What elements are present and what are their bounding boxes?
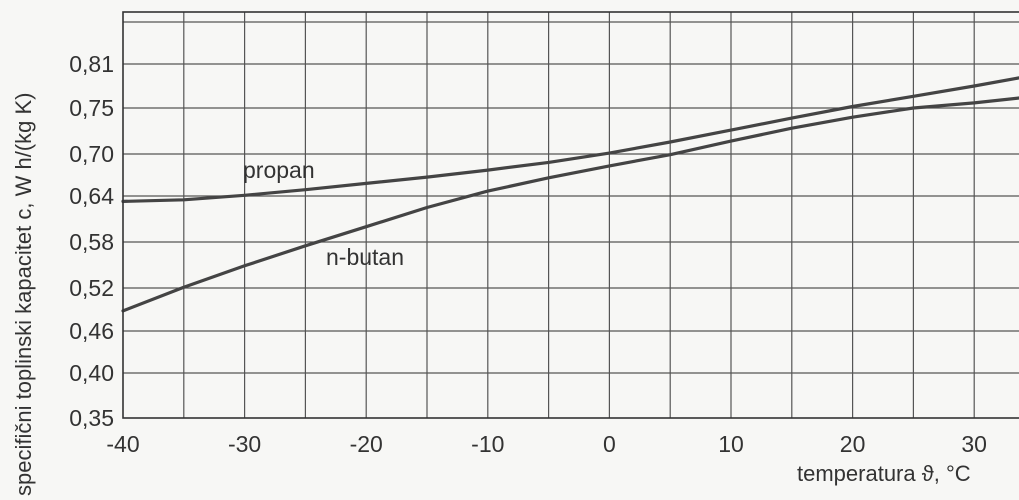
y-tick-label: 0,40 xyxy=(69,360,114,386)
y-tick-label: 0,58 xyxy=(69,229,114,255)
x-tick-label: 30 xyxy=(961,431,987,457)
grid xyxy=(123,12,1019,418)
x-axis-label: temperatura ϑ, °C xyxy=(797,461,971,486)
y-tick-label: 0,81 xyxy=(69,51,114,77)
plot-frame xyxy=(122,11,1019,419)
y-tick-label: 0,35 xyxy=(69,405,114,431)
x-tick-label: -20 xyxy=(350,431,383,457)
tick-labels: 0,35 0,40 0,46 0,52 0,58 0,64 0,70 0,75 0,81 -40 -… xyxy=(69,51,987,457)
x-tick-label: -10 xyxy=(471,431,504,457)
y-tick-label: 0,70 xyxy=(69,141,114,167)
y-tick-label: 0,64 xyxy=(69,183,114,209)
series-line-n-butan xyxy=(121,96,1019,313)
curves xyxy=(121,76,1019,313)
y-tick-label: 0,75 xyxy=(69,95,114,121)
series-label-n-butan: n-butan xyxy=(326,244,404,270)
series-label-propan: propan xyxy=(243,157,315,183)
series-line-propan xyxy=(121,76,1019,203)
x-tick-label: -40 xyxy=(106,431,139,457)
x-tick-label: 0 xyxy=(603,431,616,457)
x-tick-label: -30 xyxy=(228,431,261,457)
y-tick-label: 0,46 xyxy=(69,318,114,344)
y-tick-label: 0,52 xyxy=(69,275,114,301)
x-tick-label: 10 xyxy=(718,431,744,457)
x-tick-label: 20 xyxy=(840,431,866,457)
y-axis-label: specifični toplinski kapacitet c, W h/(k… xyxy=(11,93,36,496)
